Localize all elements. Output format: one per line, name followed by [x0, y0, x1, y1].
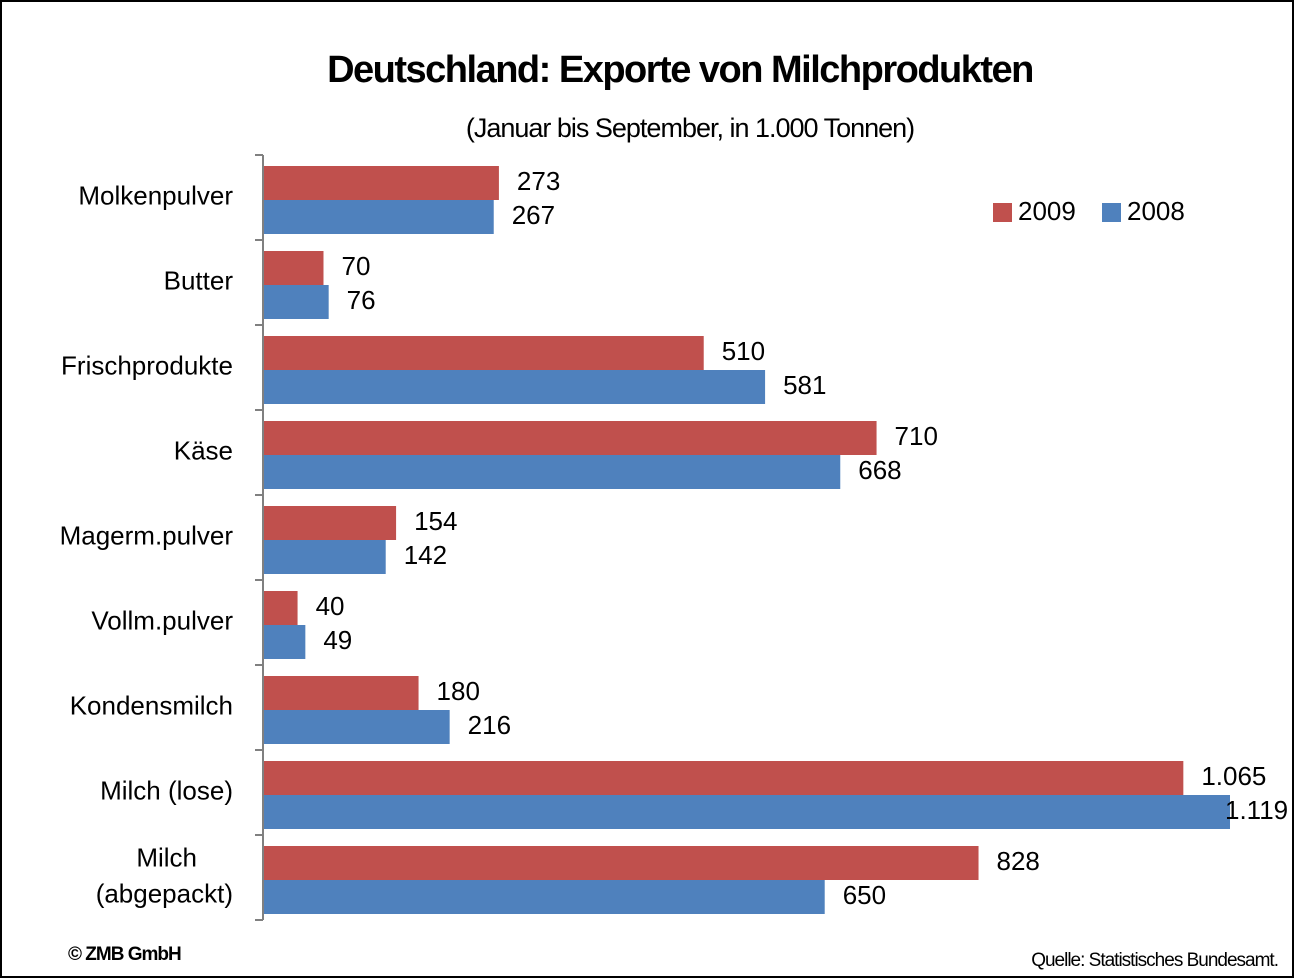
- y-tick-label: Molkenpulver: [78, 180, 233, 210]
- bar: [263, 591, 298, 625]
- legend-label: 2009: [1018, 196, 1076, 226]
- y-tick-label: Milch (abgepackt): [96, 842, 233, 908]
- legend-swatch: [1102, 203, 1121, 222]
- bar: [263, 676, 419, 710]
- bar: [263, 540, 386, 574]
- data-label: 581: [783, 370, 826, 400]
- y-tick-label: Milch (lose): [100, 775, 233, 805]
- bar: [263, 200, 494, 234]
- bar: [263, 455, 841, 489]
- bar: [263, 285, 329, 319]
- legend-swatch: [993, 203, 1012, 222]
- data-label: 142: [404, 540, 447, 570]
- y-tick-label: Vollm.pulver: [91, 605, 233, 635]
- bar: [263, 625, 306, 659]
- data-label: 510: [722, 336, 765, 366]
- bar: [263, 761, 1184, 795]
- data-label: 70: [341, 251, 370, 281]
- legend-label: 2008: [1127, 196, 1185, 226]
- bar: [263, 166, 499, 200]
- footer-copyright: © ZMB GmbH: [68, 944, 181, 965]
- data-label: 650: [843, 880, 886, 910]
- y-tick-label: Kondensmilch: [70, 690, 233, 720]
- data-label: 710: [895, 421, 938, 451]
- bar: [263, 710, 450, 744]
- bar: [263, 795, 1231, 829]
- data-label: 1.065: [1201, 761, 1266, 791]
- data-label: 76: [347, 285, 376, 315]
- bar: [263, 506, 397, 540]
- chart-subtitle: (Januar bis September, in 1.000 Tonnen): [466, 113, 914, 143]
- source-note: Quelle: Statistisches Bundesamt.: [1031, 950, 1278, 971]
- bar: [263, 421, 877, 455]
- bar: [263, 251, 324, 285]
- data-label: 828: [997, 846, 1040, 876]
- data-label: 154: [414, 506, 457, 536]
- bar: [263, 846, 979, 880]
- chart-title: Deutschland: Exporte von Milchprodukten: [327, 49, 1033, 91]
- data-label: 49: [323, 625, 352, 655]
- y-tick-label: Butter: [164, 265, 234, 295]
- bar: [263, 880, 825, 914]
- data-label: 267: [512, 200, 555, 230]
- y-tick-label: Frischprodukte: [61, 350, 233, 380]
- y-tick-label: Käse: [174, 435, 233, 465]
- data-label: 216: [468, 710, 511, 740]
- y-tick-label: Magerm.pulver: [60, 520, 234, 550]
- bar: [263, 336, 704, 370]
- data-label: 40: [316, 591, 345, 621]
- data-label: 1.119: [1225, 795, 1288, 825]
- data-label: 668: [858, 455, 901, 485]
- data-label: 180: [437, 676, 480, 706]
- data-label: 273: [517, 166, 560, 196]
- bar: [263, 370, 766, 404]
